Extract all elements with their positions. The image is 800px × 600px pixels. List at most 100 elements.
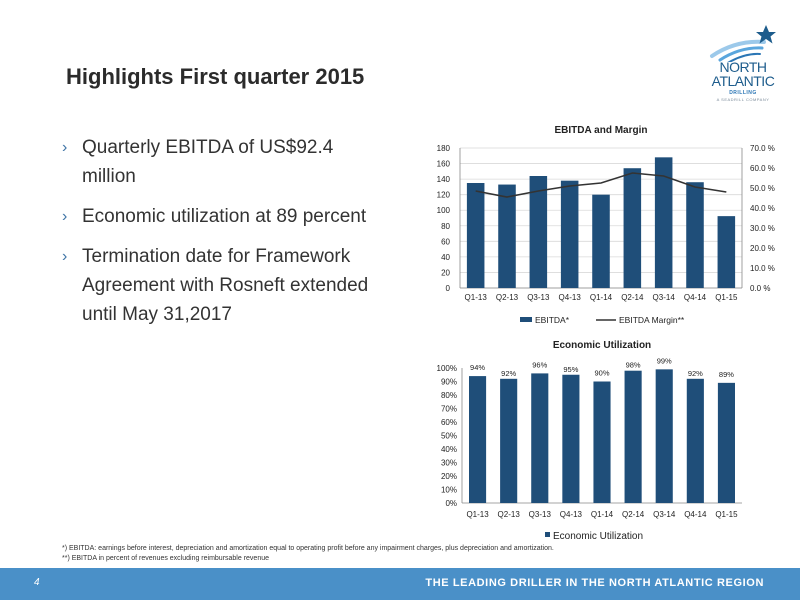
- data-label: 92%: [501, 369, 516, 378]
- ebitda-bar: [560, 180, 579, 288]
- y-tick-label: 90%: [441, 378, 457, 387]
- y-tick-label: 50%: [441, 432, 457, 441]
- ebitda-bar: [498, 184, 516, 288]
- y-tick-label-right: 30.0 %: [750, 224, 775, 233]
- ebitda-bar: [654, 157, 673, 288]
- ebitda-bar: [466, 183, 485, 288]
- utilization-bar: [624, 370, 642, 503]
- x-tick-label: Q4-13: [559, 293, 582, 302]
- x-tick-label: Q4-13: [560, 510, 583, 519]
- y-tick-label-left: 0: [446, 284, 451, 293]
- legend-label-utilization: Economic Utilization: [553, 531, 643, 542]
- x-tick-label: Q1-15: [715, 293, 738, 302]
- y-tick-label-left: 60: [441, 237, 450, 246]
- data-label: 98%: [626, 361, 641, 370]
- ebitda-bar: [686, 182, 704, 288]
- y-tick-label-right: 60.0 %: [750, 164, 775, 173]
- ebitda-bar: [717, 216, 736, 288]
- bullet-rosneft: › Termination date for Framework Agreeme…: [62, 242, 392, 329]
- y-tick-label-right: 0.0 %: [750, 284, 770, 293]
- x-tick-label: Q1-14: [591, 510, 614, 519]
- y-tick-label-right: 10.0 %: [750, 264, 775, 273]
- chart-title: EBITDA and Margin: [555, 125, 648, 136]
- data-label: 94%: [470, 363, 485, 372]
- legend-label-margin: EBITDA Margin**: [619, 315, 685, 325]
- bullet-text: Economic utilization at 89 percent: [82, 206, 367, 227]
- legend-swatch-utilization: [545, 532, 550, 537]
- footer-bar: 4 THE LEADING DRILLER IN THE NORTH ATLAN…: [0, 568, 800, 600]
- y-tick-label: 40%: [441, 445, 457, 454]
- data-label: 95%: [563, 365, 578, 374]
- ebitda-margin-line: [475, 172, 727, 198]
- x-tick-label: Q3-14: [653, 293, 676, 302]
- chart-legend: EBITDA* EBITDA Margin**: [520, 315, 685, 325]
- bullet-utilization: › Economic utilization at 89 percent: [62, 202, 392, 231]
- y-tick-label-right: 20.0 %: [750, 244, 775, 253]
- utilization-bar: [686, 378, 704, 503]
- utilization-bar: [655, 369, 673, 503]
- chart-title: Economic Utilization: [553, 340, 651, 351]
- logo-text-atlantic: ATLANTIC: [711, 73, 775, 89]
- logo-text-drilling: DRILLING: [729, 90, 757, 96]
- utilization-bar: [500, 378, 518, 503]
- y-tick-label-left: 40: [441, 253, 450, 262]
- y-tick-label-left: 80: [441, 222, 450, 231]
- utilization-bar: [717, 382, 735, 503]
- bullet-text: Quarterly EBITDA of US$92.4 million: [82, 137, 334, 187]
- y-tick-label-right: 70.0 %: [750, 144, 775, 153]
- utilization-bar: [562, 374, 580, 503]
- chart-legend: Economic Utilization: [545, 531, 643, 542]
- x-tick-label: Q1-13: [466, 510, 489, 519]
- x-tick-label: Q4-14: [684, 510, 707, 519]
- data-label: 92%: [688, 369, 703, 378]
- x-tick-label: Q3-13: [529, 510, 552, 519]
- north-atlantic-drilling-logo: NORTH ATLANTIC DRILLING A SEADRILL COMPA…: [700, 20, 790, 105]
- utilization-bar: [593, 381, 611, 503]
- x-tick-label: Q2-13: [496, 293, 519, 302]
- data-label: 89%: [719, 370, 734, 379]
- utilization-bar: [469, 376, 487, 503]
- y-tick-label: 10%: [441, 486, 457, 495]
- ebitda-bar: [529, 176, 548, 288]
- x-tick-label: Q3-14: [653, 510, 676, 519]
- ebitda-bar: [623, 168, 642, 288]
- x-tick-label: Q2-14: [621, 293, 644, 302]
- y-tick-label-left: 20: [441, 268, 450, 277]
- bullet-marker-icon: ›: [62, 248, 68, 265]
- y-tick-label-left: 160: [437, 160, 451, 169]
- logo-text-subtitle: A SEADRILL COMPANY: [716, 97, 770, 102]
- x-tick-label: Q1-15: [715, 510, 738, 519]
- y-tick-label: 70%: [441, 405, 457, 414]
- y-tick-label-left: 100: [437, 206, 451, 215]
- logo-text-north: NORTH: [719, 59, 767, 75]
- bullet-marker-icon: ›: [62, 139, 68, 156]
- x-tick-label: Q2-14: [622, 510, 645, 519]
- y-tick-label: 30%: [441, 459, 457, 468]
- y-tick-label: 80%: [441, 391, 457, 400]
- utilization-bar: [531, 373, 549, 503]
- y-tick-label-right: 40.0 %: [750, 204, 775, 213]
- y-tick-label-left: 180: [437, 144, 451, 153]
- footnote-ebitda: *) EBITDA: earnings before interest, dep…: [62, 545, 554, 552]
- x-tick-label: Q1-14: [590, 293, 613, 302]
- x-tick-label: Q1-13: [465, 293, 488, 302]
- y-tick-label: 60%: [441, 418, 457, 427]
- bullet-ebitda: › Quarterly EBITDA of US$92.4 million: [62, 133, 392, 191]
- data-label: 96%: [532, 360, 547, 369]
- legend-swatch-ebitda: [520, 317, 532, 322]
- x-tick-label: Q4-14: [684, 293, 707, 302]
- data-label: 90%: [594, 369, 609, 378]
- y-tick-label-left: 140: [437, 175, 451, 184]
- y-tick-label: 0%: [445, 499, 457, 508]
- ebitda-bar: [592, 194, 610, 288]
- highlights-list: › Quarterly EBITDA of US$92.4 million › …: [62, 133, 392, 340]
- footnote-margin: **) EBITDA in percent of revenues exclud…: [62, 555, 269, 562]
- y-tick-label: 100%: [437, 364, 457, 373]
- logo-star-swoosh-icon: [710, 25, 776, 62]
- y-tick-label-left: 120: [437, 191, 451, 200]
- legend-label-ebitda: EBITDA*: [535, 315, 570, 325]
- page-number: 4: [34, 577, 40, 588]
- x-tick-label: Q2-13: [498, 510, 521, 519]
